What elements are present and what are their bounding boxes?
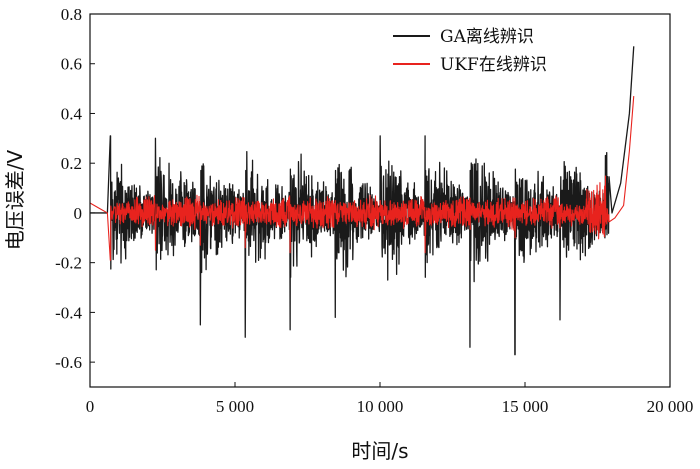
series-layer <box>90 46 635 356</box>
y-tick-label: -0.2 <box>55 254 82 273</box>
y-tick-label: -0.4 <box>55 303 82 322</box>
y-tick-label: 0.4 <box>61 104 83 123</box>
y-axis: 0.8 0.6 0.4 0.2 0 -0.2 -0.4 -0.6 <box>55 5 95 372</box>
y-tick-label: 0.6 <box>61 55 82 74</box>
x-axis: 0 5 000 10 000 15 000 20 000 <box>86 382 694 416</box>
y-tick-label: -0.6 <box>55 353 82 372</box>
x-tick-label: 20 000 <box>647 397 694 416</box>
legend-label-ga: GA离线辨识 <box>440 27 534 47</box>
x-tick-label: 15 000 <box>502 397 549 416</box>
x-tick-label: 5 000 <box>216 397 254 416</box>
y-axis-title: 电压误差/V <box>3 149 27 250</box>
legend: GA离线辨识 UKF在线辨识 <box>393 27 547 75</box>
y-tick-label: 0.8 <box>61 5 82 24</box>
x-axis-title: 时间/s <box>351 439 408 463</box>
series-line-ukf <box>90 96 635 261</box>
y-tick-label: 0 <box>74 204 83 223</box>
series-line-ga <box>90 46 635 356</box>
legend-label-ukf: UKF在线辨识 <box>440 55 547 75</box>
y-tick-label: 0.2 <box>61 154 82 173</box>
x-tick-label: 10 000 <box>357 397 404 416</box>
x-tick-label: 0 <box>86 397 95 416</box>
